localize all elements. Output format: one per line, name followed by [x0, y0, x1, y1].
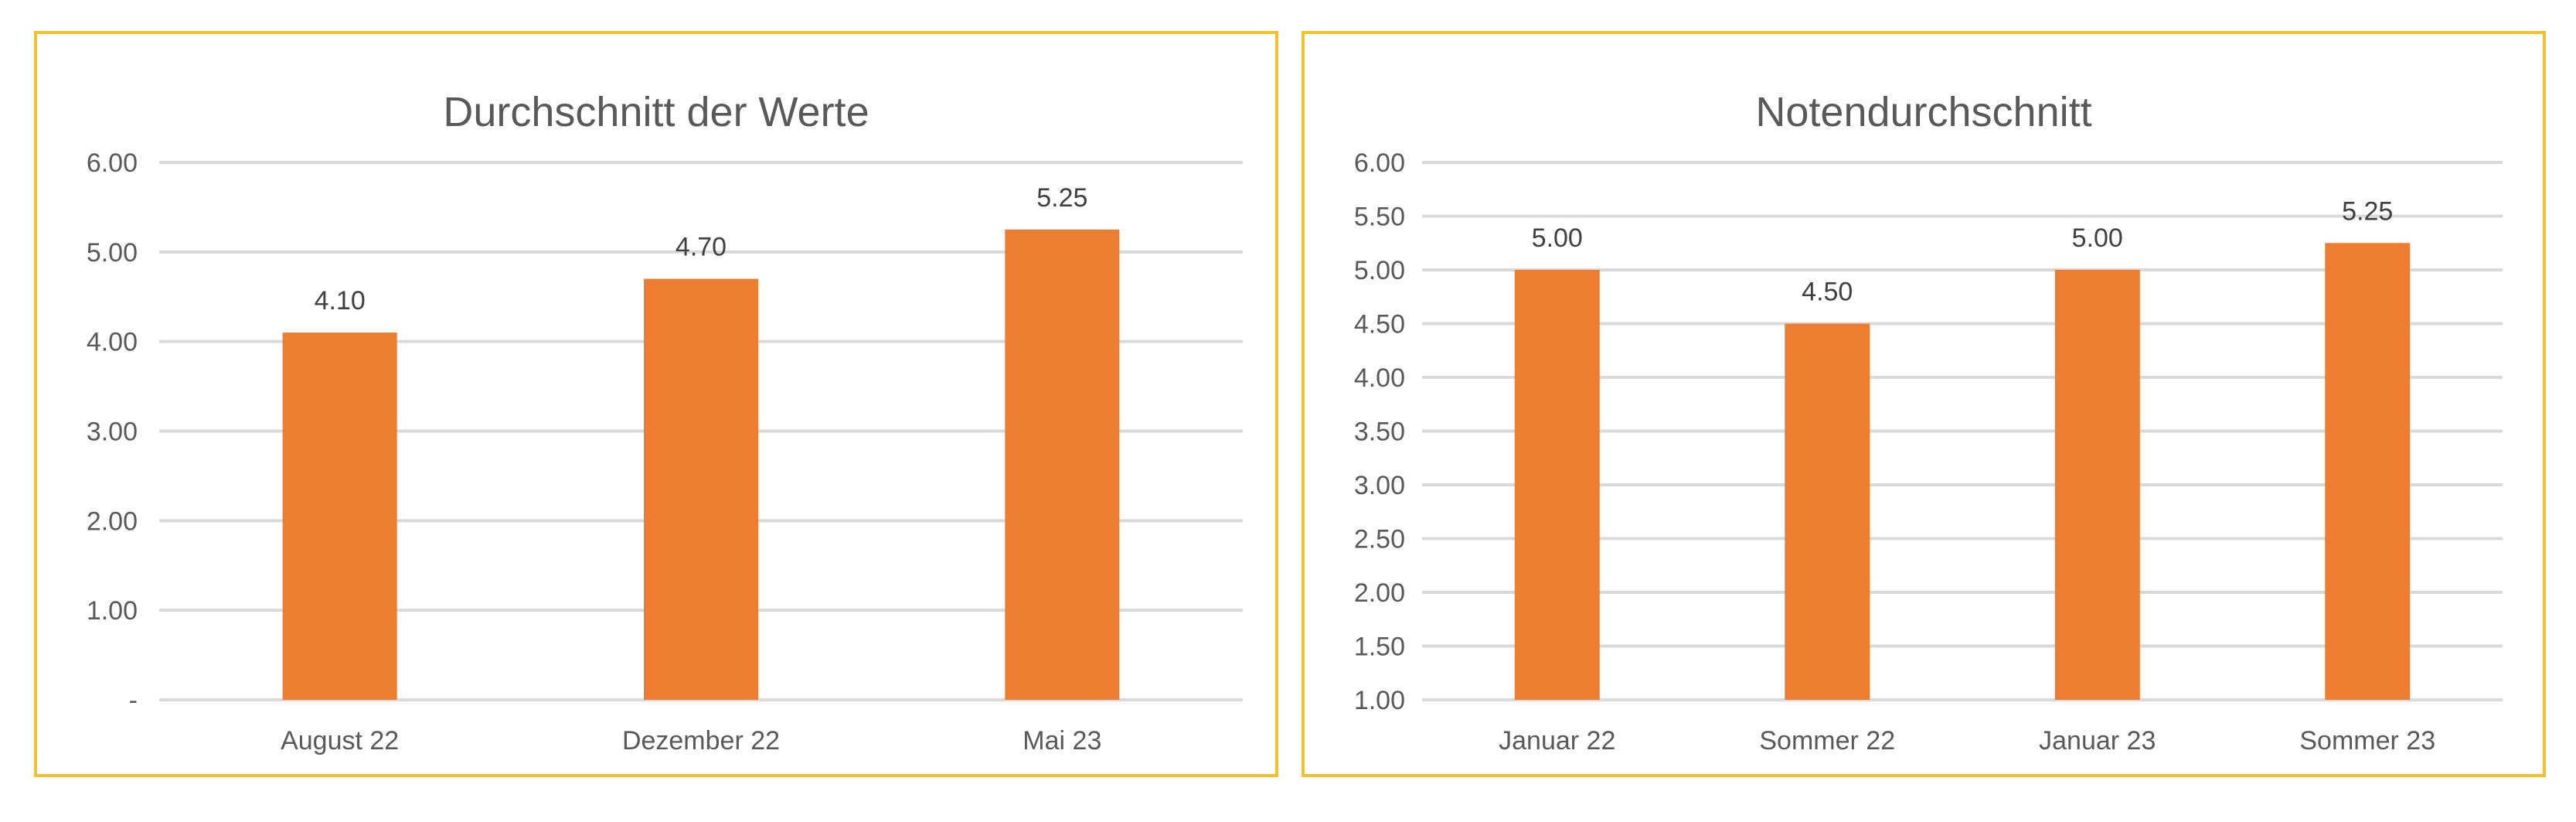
x-tick-label: Januar 22 [1499, 726, 1615, 755]
data-label: 5.00 [1532, 223, 1583, 253]
chart-title: Notendurchschnitt [1755, 89, 2092, 135]
y-tick-label: 3.00 [87, 418, 138, 447]
y-tick-label: 1.00 [1354, 686, 1405, 715]
x-tick-label: Sommer 23 [2299, 726, 2435, 755]
chart-title: Durchschnitt der Werte [443, 89, 869, 135]
y-tick-label: 4.00 [1354, 363, 1405, 393]
y-tick-label: 5.00 [87, 238, 138, 268]
data-label: 5.25 [2342, 196, 2393, 226]
y-tick-label: 4.50 [1354, 310, 1405, 339]
bar [2054, 270, 2140, 700]
y-tick-label: 4.00 [87, 328, 138, 357]
y-tick-label: 2.00 [87, 507, 138, 536]
bar-chart-average-values: - 1.00 2.00 3.00 4.00 5.00 6.00 4.10 August 22 4.… [87, 148, 1243, 755]
data-label: 5.00 [2072, 223, 2123, 253]
x-tick-label: August 22 [281, 726, 399, 755]
y-tick-label: 6.00 [87, 148, 138, 178]
y-tick-label: 5.50 [1354, 203, 1405, 232]
data-label: 4.10 [315, 286, 366, 315]
y-tick-label: - [129, 686, 138, 715]
chart-panel-grade-average: Notendurchschnitt 1.00 1.50 2.00 2.50 3.00 3.… [1302, 31, 2546, 777]
x-tick-label: Januar 23 [2039, 726, 2156, 755]
y-tick-label: 3.00 [1354, 471, 1405, 500]
bar [644, 278, 758, 700]
bar-chart-grade-average: 1.00 1.50 2.00 2.50 3.00 3.50 4.00 4.50 5.00 5.50… [1354, 148, 2503, 755]
y-tick-label: 6.00 [1354, 148, 1405, 178]
y-tick-label: 5.00 [1354, 256, 1405, 285]
y-tick-label: 2.50 [1354, 525, 1405, 554]
bar [2325, 243, 2411, 700]
data-label: 4.70 [675, 233, 727, 262]
y-tick-label: 1.50 [1354, 633, 1405, 662]
x-tick-label: Mai 23 [1023, 726, 1101, 755]
bar [282, 333, 397, 700]
bar [1785, 323, 1870, 700]
y-tick-label: 2.00 [1354, 578, 1405, 608]
bar [1005, 229, 1120, 700]
x-tick-label: Dezember 22 [622, 726, 780, 755]
data-label: 4.50 [1802, 278, 1853, 307]
x-tick-label: Sommer 22 [1759, 726, 1895, 755]
chart-panel-average-values: Durchschnitt der Werte - 1.00 2.00 3.00 4.00… [34, 31, 1278, 777]
bar [1514, 270, 1600, 700]
data-label: 5.25 [1036, 183, 1087, 213]
y-tick-label: 1.00 [87, 596, 138, 626]
y-tick-label: 3.50 [1354, 418, 1405, 447]
